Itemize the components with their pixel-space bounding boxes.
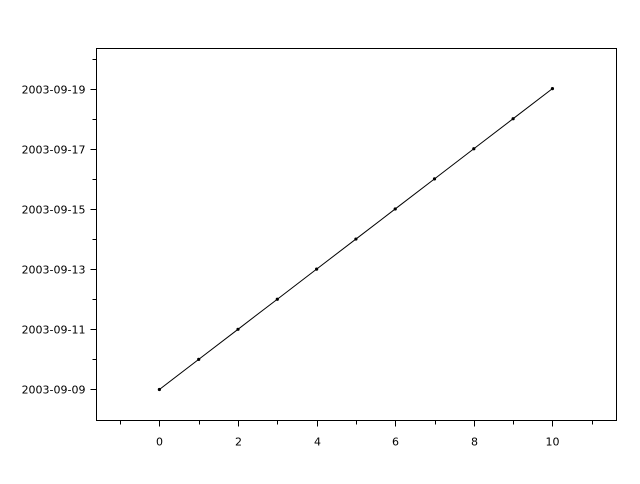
- data-point: [511, 117, 515, 121]
- data-point: [393, 207, 397, 211]
- data-point: [157, 387, 161, 392]
- y-tick-label: 2003-09-11: [22, 324, 86, 337]
- y-tick-label: 2003-09-09: [22, 384, 86, 397]
- data-point: [432, 177, 437, 181]
- x-tick-label: 2: [235, 436, 242, 449]
- y-tick-label: 2003-09-17: [22, 144, 86, 157]
- y-tick-label: 2003-09-15: [22, 204, 86, 217]
- x-tick-label: 10: [546, 436, 560, 449]
- x-tick-label: 8: [471, 436, 478, 449]
- data-point: [315, 267, 319, 271]
- data-point: [354, 237, 358, 241]
- data-point: [275, 297, 279, 301]
- data-point: [236, 327, 240, 331]
- y-tick-label: 2003-09-13: [22, 264, 86, 277]
- data-point: [197, 357, 201, 361]
- x-tick-label: 6: [392, 436, 399, 449]
- data-point: [472, 147, 476, 151]
- x-tick-label: 4: [314, 436, 321, 449]
- x-tick-label: 0: [156, 436, 163, 449]
- data-point: [550, 87, 555, 91]
- plot-frame: [96, 48, 617, 421]
- y-tick-label: 2003-09-19: [22, 84, 86, 97]
